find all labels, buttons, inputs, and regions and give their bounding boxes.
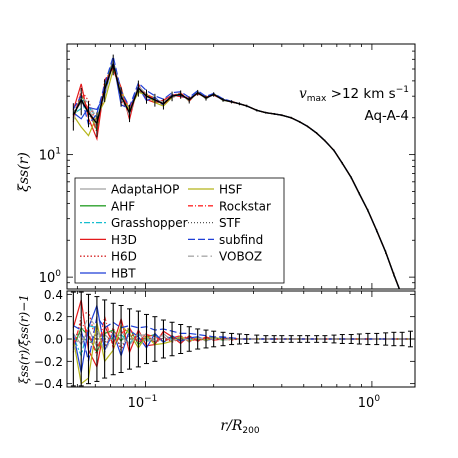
residual-y-tick-label: −0.4 [34,377,63,391]
legend-label-h3d: H3D [111,233,137,247]
annotation-vmax: vmax >12 km s−1 [299,85,409,104]
x-tick-label: 100 [358,394,381,411]
legend: AdaptaHOP AHF Grasshopper H3D H6D HBT HSF Rocks… [74,177,285,284]
legend-label-ahf: AHF [111,199,135,213]
residual-line-stf [73,332,411,347]
residual-y-tick-label: 0.4 [44,288,63,302]
residual-y-tick-label: 0.0 [44,333,63,347]
reference-profile [72,54,401,289]
legend-label-adaptahop: AdaptaHOP [111,183,179,197]
y-tick-label: 101 [39,147,61,164]
top-panel: 101 100 vmax >12 km s−1 Aq-A-4 ξss(r) Ada… [16,43,416,290]
top-ylabel: ξss(r) [16,152,32,192]
legend-label-h6d: H6D [111,250,137,264]
bottom-error-bars [70,291,413,387]
bottom-ylabel: ξss(r)/ξ̄ss(r)−1 [17,294,31,384]
y-tick-label: 100 [39,269,62,286]
bottom-axis-ticks: 0.4 0.2 0.0 −0.2 −0.4 10−1 100 [34,288,415,411]
annotation-halo-name: Aq-A-4 [364,108,409,124]
bottom-panel: 0.4 0.2 0.0 −0.2 −0.4 10−1 100 ξss(r)/ξ̄ss(r)−… [17,288,416,436]
residual-y-tick-label: −0.2 [34,355,63,369]
legend-label-grasshopper: Grasshopper [111,216,188,230]
x-axis-label: r/R200 [220,418,259,436]
legend-frame [74,177,285,284]
legend-label-stf: STF [219,216,241,230]
legend-label-hsf: HSF [219,183,243,197]
legend-label-subfind: subfind [219,233,263,247]
legend-label-rockstar: Rockstar [219,199,271,213]
legend-label-hbt: HBT [111,267,136,281]
top-axis-ticks: 101 100 [39,43,415,290]
legend-label-voboz: VOBOZ [219,250,262,264]
residual-y-tick-label: 0.2 [44,310,63,324]
x-tick-label: 10−1 [128,394,158,411]
